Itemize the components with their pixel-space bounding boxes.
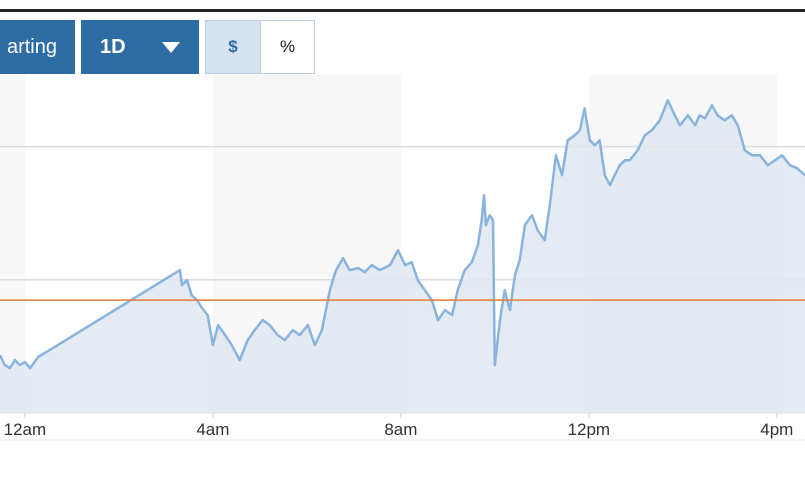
unit-option[interactable]: $ [206, 21, 261, 73]
time-band [588, 75, 777, 413]
x-tick-label: 8am [384, 420, 417, 439]
x-tick-label: 4pm [760, 420, 793, 439]
button-label: 1D [100, 35, 126, 58]
time-band [212, 75, 401, 413]
button-label: arting [6, 35, 57, 58]
dropdown-arrow [162, 42, 180, 53]
area [0, 100, 805, 414]
x-tick-label: 4am [196, 420, 229, 439]
price-line [0, 99, 805, 370]
x-tick-label: 12am [4, 420, 47, 439]
time-band [0, 75, 25, 413]
unit-toggle: $ % [205, 20, 315, 74]
x-tick-label: 12pm [568, 420, 611, 439]
unit-option[interactable]: % [279, 37, 296, 56]
chart-type-button[interactable]: arting [0, 20, 75, 74]
top-rule [0, 9, 805, 12]
range-button[interactable]: 1D [81, 20, 199, 74]
